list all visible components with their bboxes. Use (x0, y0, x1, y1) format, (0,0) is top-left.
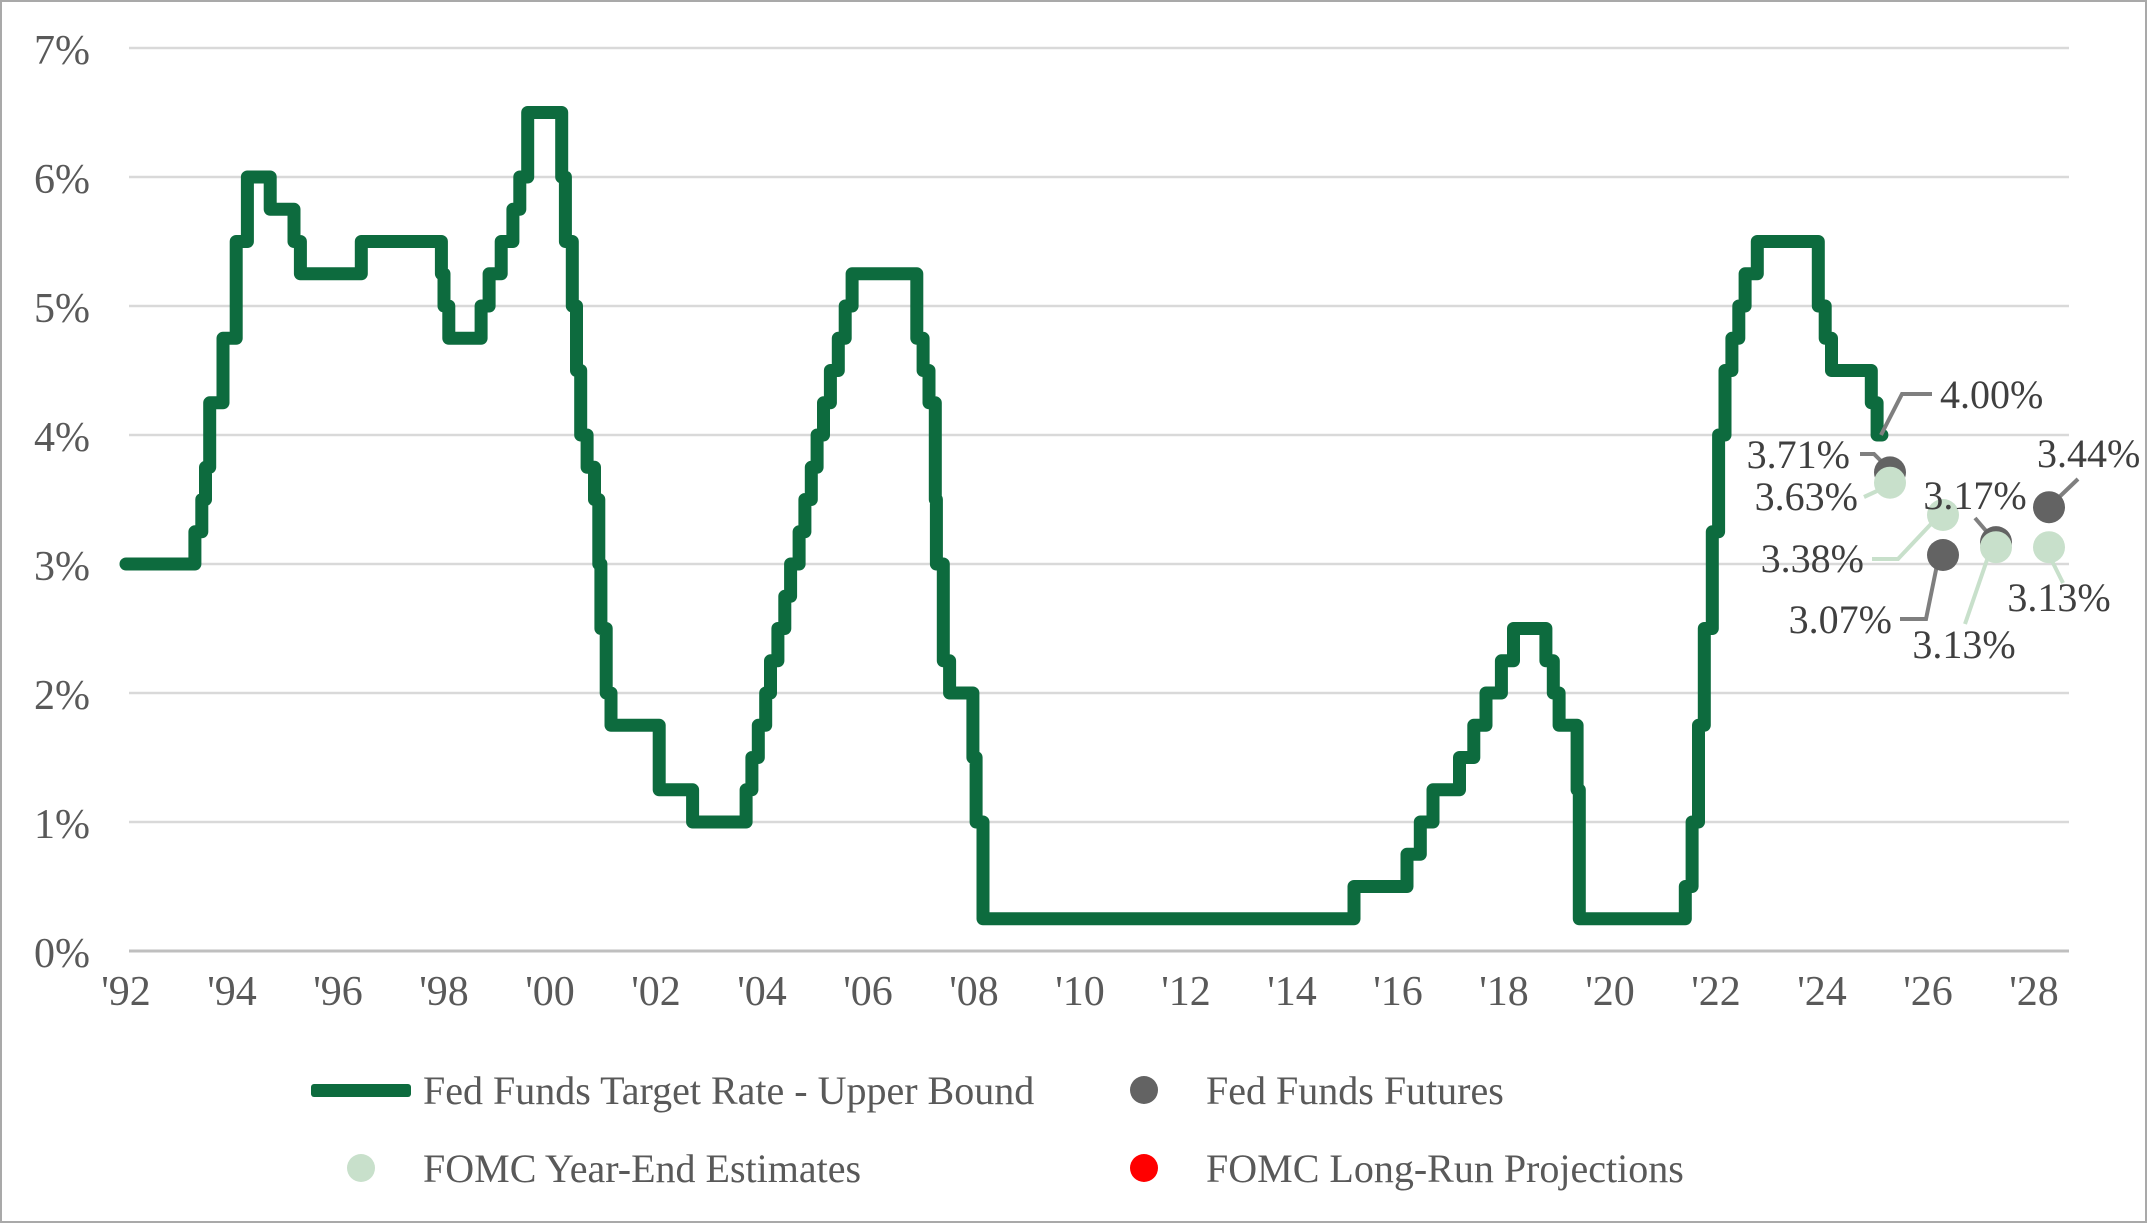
x-axis-tick-label: '92 (101, 969, 151, 1015)
legend-label-futures: Fed Funds Futures (1206, 1067, 1504, 1113)
fomc-year-end-estimates-series (1874, 466, 2065, 564)
y-axis-labels: 0% 1% 2% 3% 4% 5% 6% 7% (34, 28, 90, 977)
x-axis-tick-label: '16 (1373, 969, 1423, 1015)
leader-line (1872, 522, 1933, 561)
legend-label-target-rate: Fed Funds Target Rate - Upper Bound (423, 1067, 1035, 1113)
data-point-label: 4.00% (1940, 372, 2043, 417)
x-axis-tick-label: '22 (1691, 969, 1741, 1015)
leader-line (1863, 489, 1878, 499)
x-axis-tick-label: '00 (525, 969, 575, 1015)
y-axis-tick-label: 3% (34, 544, 90, 590)
data-point-label: 3.17% (1923, 473, 2026, 518)
x-axis-tick-label: '10 (1055, 969, 1105, 1015)
legend-label-fomc-estimates: FOMC Year-End Estimates (423, 1145, 862, 1191)
x-axis-tick-label: '06 (843, 969, 893, 1015)
x-axis-tick-label: '18 (1479, 969, 1529, 1015)
fed-funds-futures-dot (1927, 539, 1959, 571)
leader-line (1963, 556, 1990, 625)
data-point-label: 3.71% (1747, 432, 1850, 477)
annotation-labels: 4.00% 3.71%3.63% 3.38% 3.07% 3.17%3.44% 3.13%… (1747, 372, 2141, 667)
futures-dot-swatch (1130, 1076, 1158, 1104)
data-point-label: 3.44% (2037, 431, 2140, 476)
y-axis-tick-label: 1% (34, 802, 90, 848)
legend-item-longrun-projections: FOMC Long-Run Projections (1094, 1142, 1684, 1194)
y-axis-tick-label: 6% (34, 157, 90, 203)
x-axis-tick-label: '24 (1797, 969, 1847, 1015)
leader-line (1900, 564, 1939, 621)
x-axis-tick-label: '14 (1267, 969, 1317, 1015)
legend-label-longrun-projections: FOMC Long-Run Projections (1206, 1145, 1684, 1191)
y-axis-tick-label: 0% (34, 931, 90, 977)
fomc-year-end-estimate-dot (2033, 531, 2065, 564)
fomc-estimates-dot-swatch (347, 1154, 375, 1182)
x-axis-tick-label: '28 (2009, 969, 2059, 1015)
chart-legend: Fed Funds Target Rate - Upper Bound Fed … (2, 1064, 2145, 1221)
x-axis-tick-label: '12 (1161, 969, 1211, 1015)
x-axis-labels: '92 '94 '96 '98 '00 '02 '04 '06 '08 '10 '12 '14 '16 '… (101, 969, 2059, 1015)
longrun-projections-dot-swatch (1130, 1154, 1158, 1182)
data-point-label: 3.13% (1912, 622, 2015, 667)
legend-item-target-rate: Fed Funds Target Rate - Upper Bound (311, 1064, 1034, 1116)
x-axis-tick-label: '94 (207, 969, 257, 1015)
leader-line (1879, 392, 1932, 436)
fomc-year-end-estimate-dot (1874, 466, 1906, 499)
target-rate-line-swatch (311, 1083, 411, 1097)
y-axis-tick-label: 5% (34, 286, 90, 332)
x-axis-tick-label: '08 (949, 969, 999, 1015)
x-axis-tick-label: '98 (419, 969, 469, 1015)
legend-item-fomc-estimates: FOMC Year-End Estimates (311, 1142, 861, 1194)
leader-line (2049, 558, 2065, 584)
fomc-year-end-estimate-dot (1927, 499, 1959, 531)
fed-funds-futures-dot (2033, 491, 2065, 524)
x-axis-tick-label: '26 (1903, 969, 1953, 1015)
data-point-label: 3.38% (1761, 536, 1864, 581)
legend-item-futures: Fed Funds Futures (1094, 1064, 1504, 1116)
data-point-label: 3.63% (1755, 474, 1858, 519)
data-point-label: 3.07% (1789, 597, 1892, 642)
fomc-year-end-estimate-dot (1980, 531, 2012, 564)
y-axis-tick-label: 2% (34, 673, 90, 719)
y-axis-tick-label: 7% (34, 28, 90, 74)
x-axis-tick-label: '96 (313, 969, 363, 1015)
fed-funds-target-rate-line (119, 106, 1889, 926)
x-axis-tick-label: '02 (631, 969, 681, 1015)
x-axis-tick-label: '04 (737, 969, 787, 1015)
y-axis-tick-label: 4% (34, 415, 90, 461)
x-axis-tick-label: '20 (1585, 969, 1635, 1015)
data-point-label: 3.13% (2007, 575, 2110, 620)
